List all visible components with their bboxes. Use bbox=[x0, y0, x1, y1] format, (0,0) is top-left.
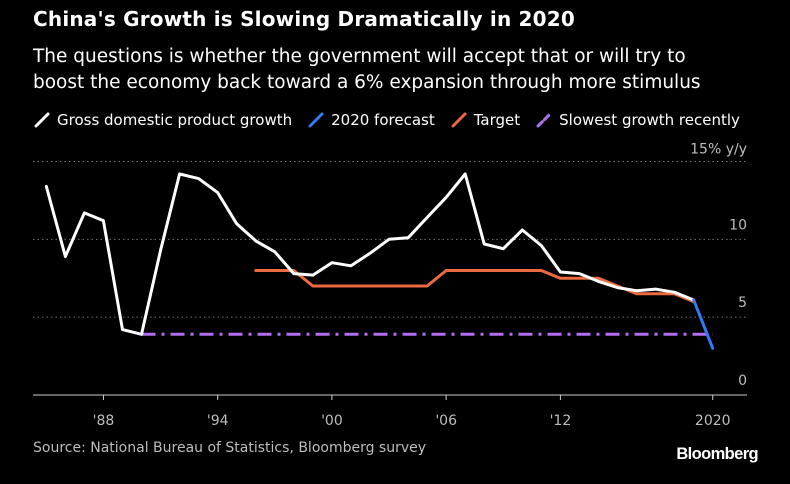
chart-legend: Gross domestic product growth 2020 foreca… bbox=[33, 109, 740, 131]
legend-label: Slowest growth recently bbox=[559, 111, 740, 129]
y-tick-label: 5 bbox=[738, 295, 747, 311]
chart-title: China's Growth is Slowing Dramatically i… bbox=[33, 7, 576, 31]
series-line-target bbox=[254, 269, 696, 304]
y-tick-label: 15% y/y bbox=[690, 142, 747, 158]
legend-item: Gross domestic product growth bbox=[33, 111, 292, 129]
legend-item: Target bbox=[450, 111, 520, 129]
x-tick-label: '12 bbox=[550, 413, 572, 429]
x-tick-label: '00 bbox=[321, 413, 343, 429]
legend-item: 2020 forecast bbox=[307, 111, 435, 129]
chart-subtitle: The questions is whether the government … bbox=[33, 44, 773, 96]
x-tick-label: '94 bbox=[207, 413, 229, 429]
x-tick-label: '88 bbox=[93, 413, 115, 429]
legend-swatch-icon bbox=[450, 111, 468, 129]
series-line-2020-forecast bbox=[692, 298, 715, 350]
y-tick-label: 0 bbox=[738, 373, 747, 389]
subtitle-line-1: The questions is whether the government … bbox=[33, 46, 686, 67]
legend-label: 2020 forecast bbox=[331, 111, 435, 129]
bloomberg-logo: Bloomberg bbox=[676, 445, 758, 463]
legend-swatch-icon bbox=[307, 111, 325, 129]
legend-label: Gross domestic product growth bbox=[57, 111, 293, 129]
line-chart: 15% y/y 10 5 0 '88 '94 '00 '06 '12 2020 bbox=[33, 142, 747, 429]
series-line-gross-domestic-product-growth bbox=[44, 172, 696, 336]
x-tick-label: '06 bbox=[435, 413, 457, 429]
legend-swatch-icon bbox=[535, 111, 553, 129]
legend-swatch-icon bbox=[33, 111, 51, 129]
subtitle-line-2: boost the economy back toward a 6% expan… bbox=[33, 72, 701, 93]
legend-item: Slowest growth recently bbox=[535, 111, 740, 129]
legend-label: Target bbox=[473, 111, 521, 129]
source-note: Source: National Bureau of Statistics, B… bbox=[33, 440, 427, 456]
y-tick-label: 10 bbox=[729, 217, 747, 233]
x-tick-label: 2020 bbox=[695, 413, 731, 429]
